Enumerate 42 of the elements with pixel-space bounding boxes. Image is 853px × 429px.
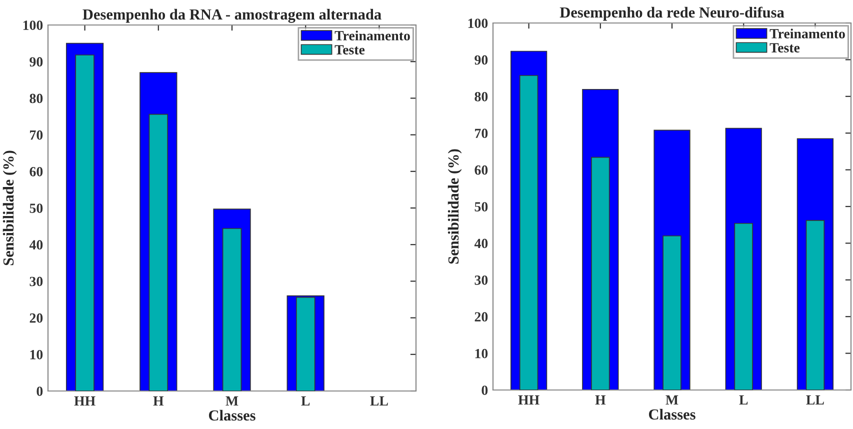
y-tick-label: 0 (482, 386, 488, 395)
y-tick-label: 20 (474, 312, 488, 322)
y-tick-label: 90 (30, 57, 43, 67)
legend-label: Teste (334, 45, 365, 54)
y-tick-label: 80 (474, 92, 488, 102)
x-tick-label: M (226, 396, 238, 406)
y-tick-label: 100 (23, 20, 43, 30)
x-tick-label: L (739, 395, 748, 404)
y-tick-label: 0 (36, 386, 43, 396)
y-tick-label: 90 (474, 55, 488, 65)
x-tick-label: L (301, 396, 310, 406)
y-tick-label: 70 (30, 130, 43, 140)
x-tick-label: HH (518, 395, 540, 404)
x-tick-label: LL (806, 395, 824, 404)
y-tick-label: 70 (475, 128, 488, 138)
x-tick-label: H (595, 395, 606, 404)
y-tick-label: 40 (474, 238, 488, 248)
y-tick-label: 60 (474, 165, 488, 175)
x-tick-label: M (666, 395, 678, 404)
y-tick-label: 80 (30, 94, 43, 104)
chart-title: Desempenho da rede Neuro-difusa (560, 6, 784, 21)
y-tick-label: 10 (30, 350, 43, 360)
y-tick-label: 30 (30, 276, 43, 286)
x-tick-label: LL (370, 396, 388, 406)
legend-label: Teste (770, 43, 800, 52)
y-axis-title: Sensibilidade (%) (448, 149, 462, 264)
x-axis-title: Classes (648, 408, 696, 420)
y-tick-label: 30 (474, 275, 488, 285)
y-tick-label: 20 (30, 313, 43, 323)
x-tick-label: HH (74, 396, 96, 406)
legend-label: Treinamento (770, 28, 845, 38)
y-tick-label: 100 (468, 18, 488, 28)
y-tick-label: 50 (30, 204, 43, 213)
x-axis-title: Classes (208, 410, 256, 421)
legend-label: Treinamento (334, 30, 410, 40)
x-tick-label: H (153, 396, 164, 406)
chart-title: Desempenho da RNA - amostragem alternada (82, 8, 382, 23)
y-tick-label: 40 (29, 240, 43, 250)
y-tick-label: 10 (475, 348, 488, 358)
y-tick-label: 50 (474, 202, 488, 212)
y-tick-label: 60 (30, 166, 43, 176)
y-axis-title: Sensibilidade (%) (2, 150, 17, 266)
